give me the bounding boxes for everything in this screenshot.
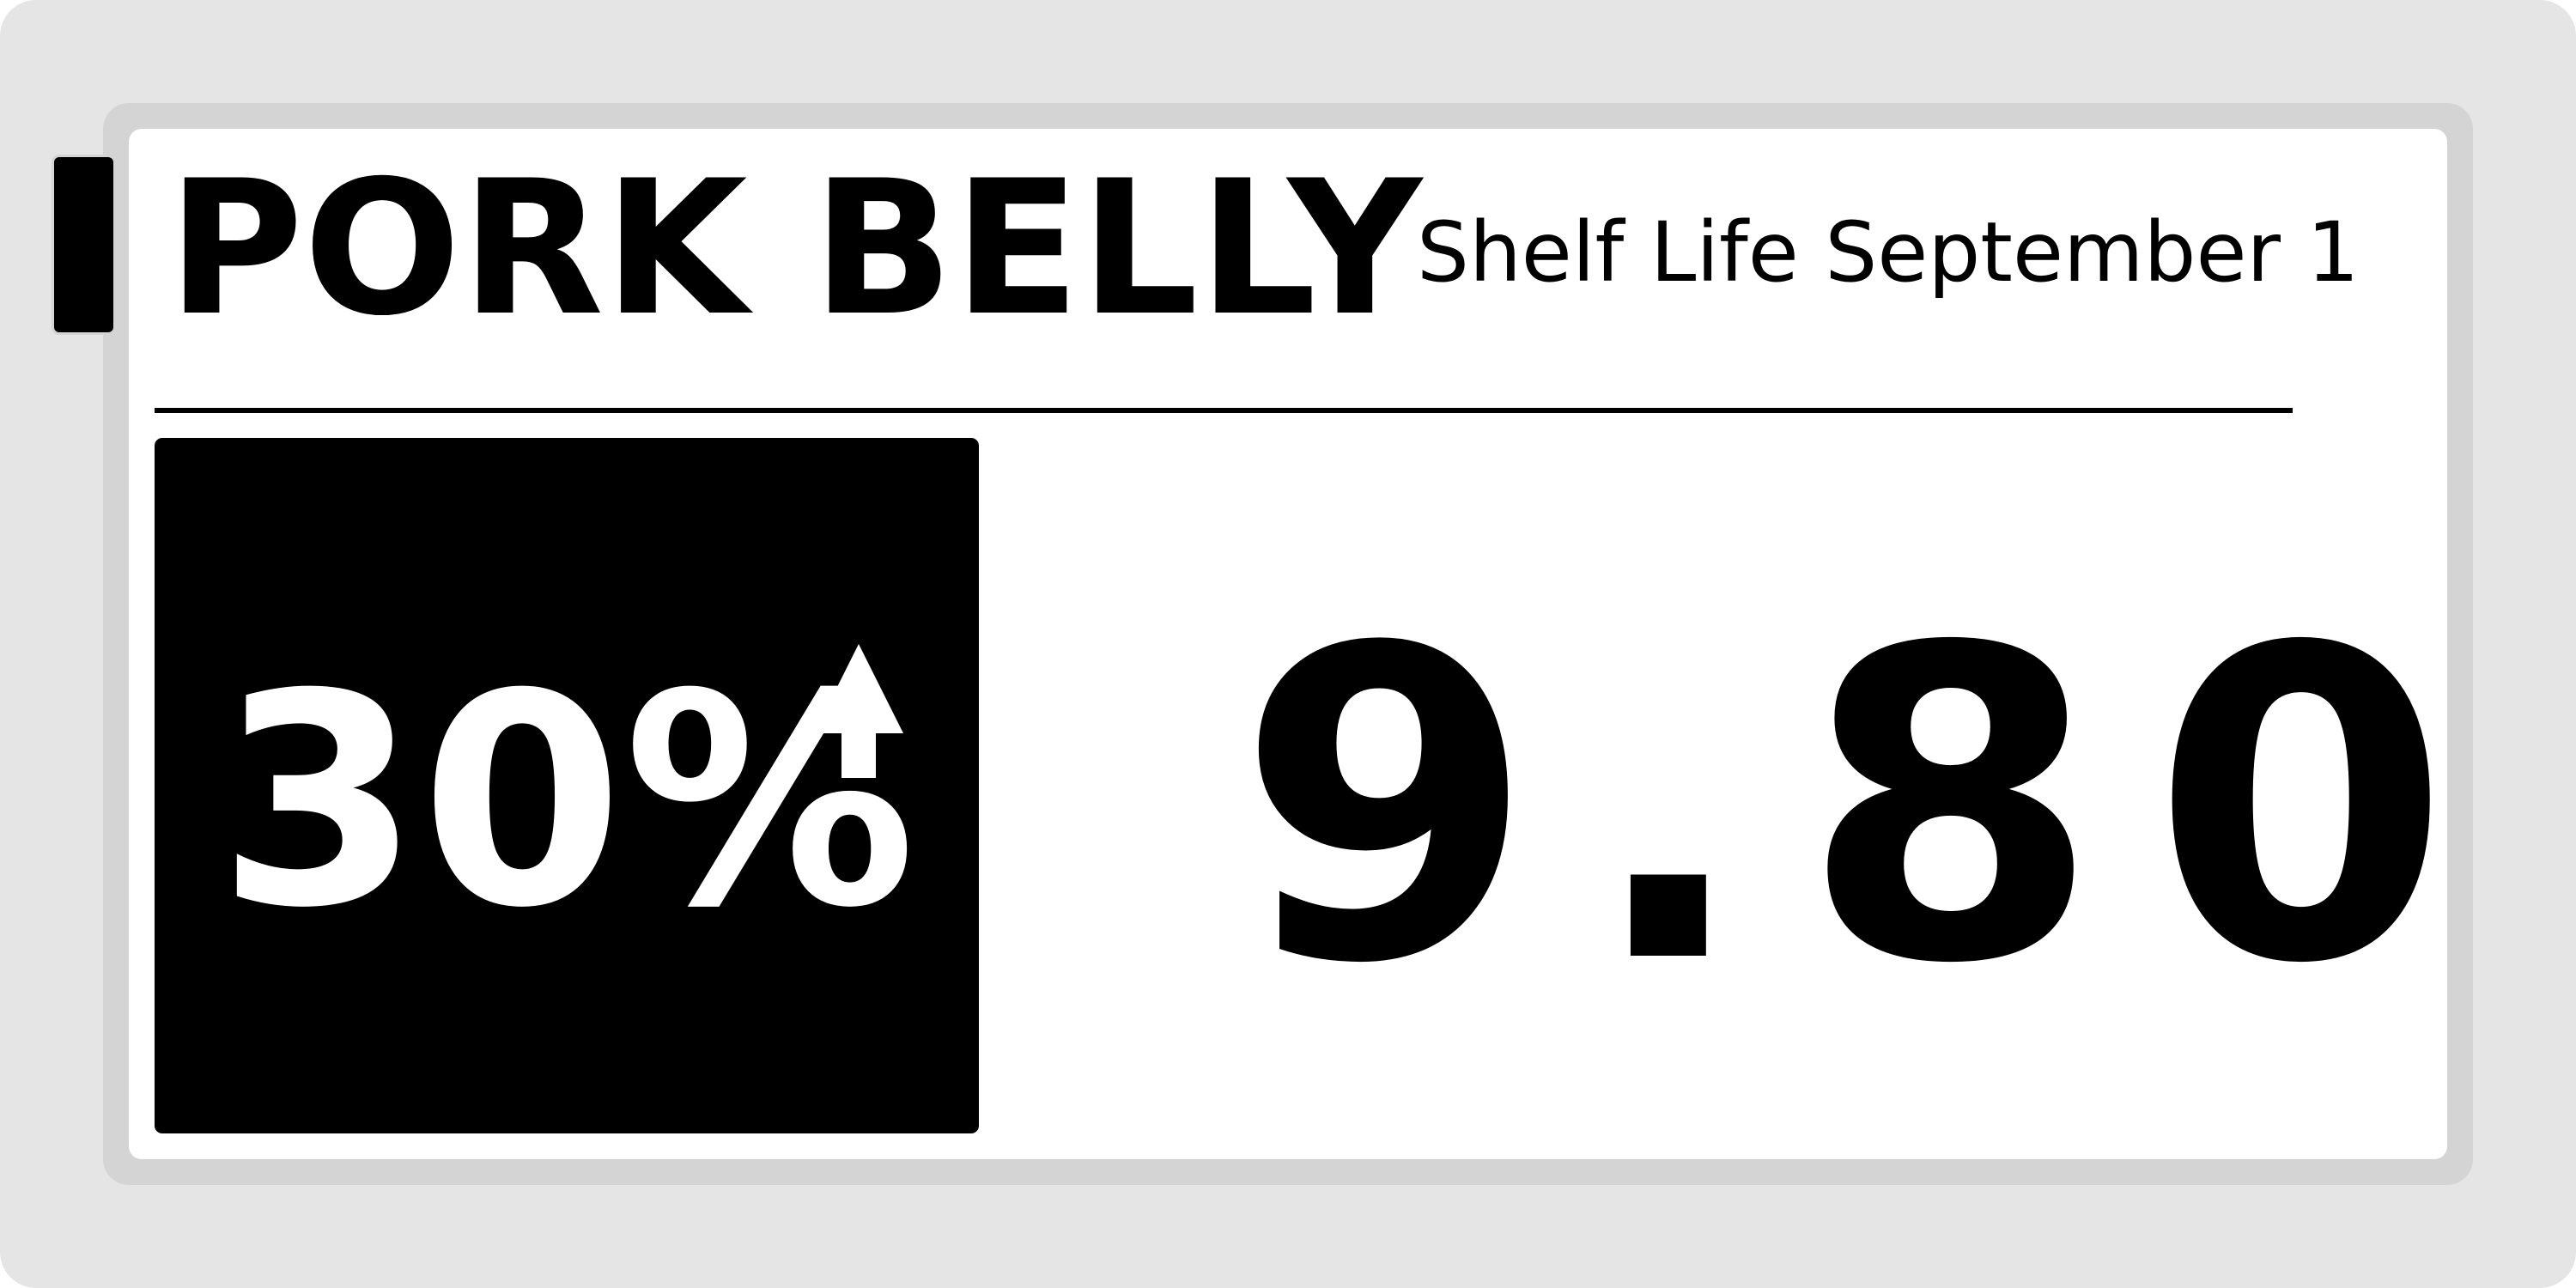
discount-value: 30% [217,632,916,972]
discount-badge: 30% [155,438,979,1133]
mount-clip [52,155,116,335]
divider [155,408,2293,413]
up-arrow-icon [814,644,903,733]
product-name: PORK BELLY [167,141,1423,356]
price-value: 9.80 [1236,557,2502,1057]
up-arrow-stem [841,733,876,778]
shelf-life-text: Shelf Life September 1 [1417,204,2360,301]
